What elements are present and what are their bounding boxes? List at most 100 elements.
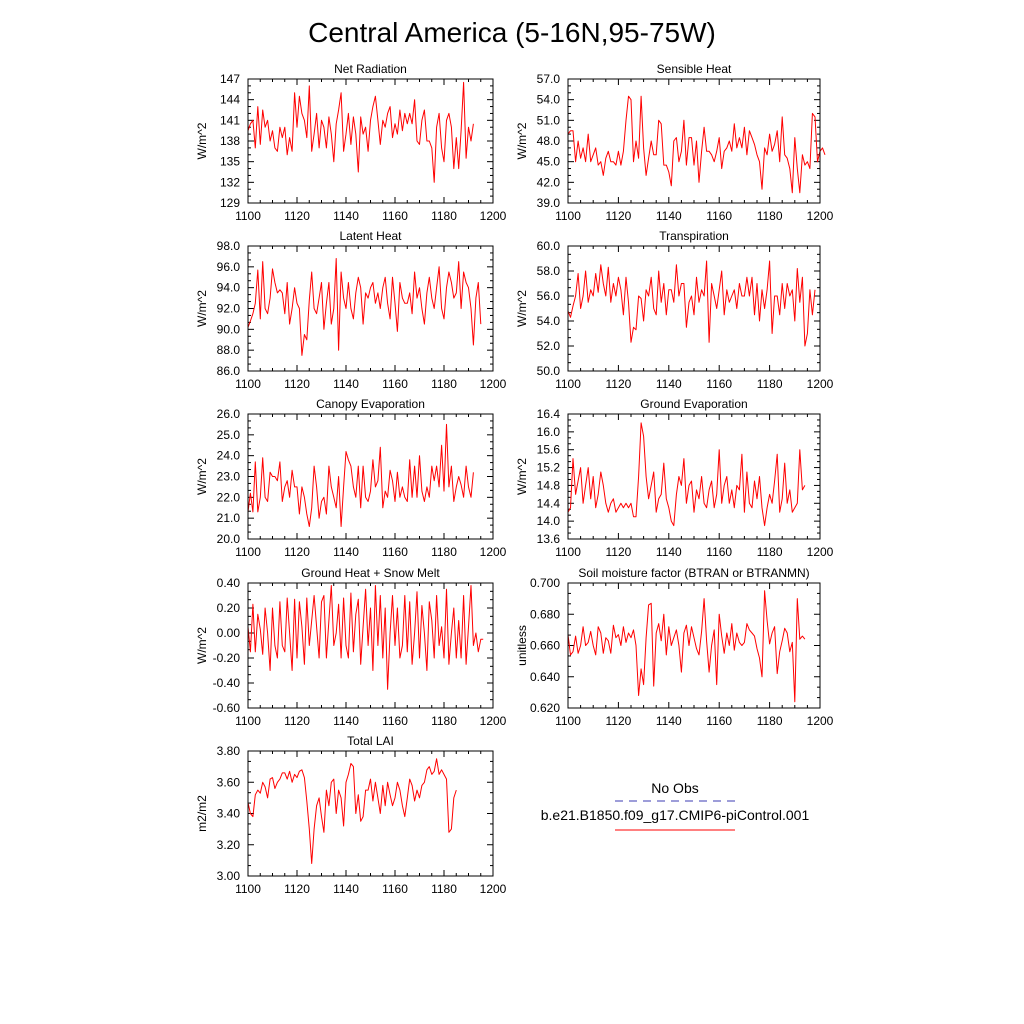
x-tick-label: 1180	[431, 882, 457, 896]
series-line-transpiration	[567, 260, 816, 347]
y-axis-label: W/m^2	[195, 458, 209, 495]
y-tick-label: 54.0	[537, 93, 561, 107]
y-tick-label: 15.2	[537, 461, 561, 475]
panel-ground-evaporation: Ground Evaporation W/m^2 1100 1120 1140 1160 1…	[515, 397, 834, 559]
y-tick-label: 16.4	[537, 407, 561, 421]
series-line-ground-heat-snow-melt	[247, 585, 484, 690]
figure-title: Central America (5-16N,95-75W)	[308, 17, 716, 48]
x-tick-label: 1200	[480, 882, 507, 896]
plot-frame	[247, 78, 494, 204]
y-axis-label: unitless	[515, 625, 529, 666]
x-tick-label: 1160	[706, 209, 732, 223]
panel-title: Net Radiation	[334, 62, 407, 76]
y-tick-label: 42.0	[537, 175, 561, 189]
y-axis-label: W/m^2	[195, 290, 209, 327]
y-tick-label: 144	[220, 93, 240, 107]
x-tick-label: 1120	[605, 377, 631, 391]
x-tick-label: 1140	[333, 377, 359, 391]
x-tick-label: 1200	[480, 714, 507, 728]
panel-title: Total LAI	[347, 734, 394, 748]
y-tick-label: 54.0	[537, 314, 561, 328]
panel-title: Ground Evaporation	[640, 397, 747, 411]
y-tick-label: 135	[220, 155, 240, 169]
x-tick-label: 1200	[807, 209, 834, 223]
x-tick-label: 1160	[382, 377, 408, 391]
x-tick-label: 1100	[235, 377, 261, 391]
x-tick-label: 1120	[284, 882, 310, 896]
plot-frame	[247, 413, 494, 540]
y-tick-label: -0.20	[213, 651, 241, 665]
x-tick-label: 1180	[757, 377, 783, 391]
y-tick-label: 3.80	[217, 744, 241, 758]
y-axis-label: W/m^2	[195, 627, 209, 664]
panel-title: Soil moisture factor (BTRAN or BTRANMN)	[578, 566, 809, 580]
x-tick-label: 1120	[605, 209, 631, 223]
x-tick-label: 1100	[555, 377, 581, 391]
x-tick-label: 1200	[807, 545, 834, 559]
y-tick-label: 0.620	[530, 701, 560, 715]
y-tick-label: 20.0	[217, 532, 241, 546]
x-tick-label: 1140	[656, 377, 682, 391]
x-tick-label: 1180	[431, 545, 457, 559]
y-axis-label: W/m^2	[515, 122, 529, 159]
x-tick-label: 1140	[333, 882, 359, 896]
y-tick-label: 3.40	[217, 807, 241, 821]
x-tick-label: 1200	[807, 714, 834, 728]
x-tick-label: 1120	[605, 545, 631, 559]
plot-frame	[567, 413, 821, 540]
plot-frame	[247, 245, 494, 372]
x-tick-label: 1120	[284, 714, 310, 728]
y-tick-label: 23.0	[217, 470, 241, 484]
plot-frame	[247, 582, 494, 709]
x-tick-label: 1200	[480, 377, 507, 391]
panel-transpiration: Transpiration W/m^2 1100 1120 1140 1160 1180 12…	[515, 229, 834, 391]
y-tick-label: 0.20	[217, 601, 241, 615]
y-axis-label: W/m^2	[515, 290, 529, 327]
y-tick-label: 25.0	[217, 428, 241, 442]
y-tick-label: 60.0	[537, 239, 561, 253]
panel-title: Sensible Heat	[657, 62, 732, 76]
y-axis-label: m2/m2	[195, 795, 209, 832]
series-line-net-radiation	[247, 81, 474, 183]
x-tick-label: 1100	[235, 882, 261, 896]
x-tick-label: 1200	[807, 377, 834, 391]
x-tick-label: 1100	[555, 714, 581, 728]
x-tick-label: 1180	[757, 714, 783, 728]
y-tick-label: 0.640	[530, 670, 560, 684]
x-tick-label: 1120	[284, 209, 310, 223]
x-tick-label: 1180	[431, 377, 457, 391]
x-tick-label: 1100	[235, 545, 261, 559]
y-tick-label: 21.0	[217, 511, 241, 525]
x-tick-label: 1160	[382, 209, 408, 223]
x-tick-label: 1140	[333, 545, 359, 559]
y-tick-label: 50.0	[537, 364, 561, 378]
series-line-sensible-heat	[567, 95, 826, 194]
y-tick-label: 39.0	[537, 196, 561, 210]
x-tick-label: 1160	[706, 377, 732, 391]
x-tick-label: 1100	[235, 714, 261, 728]
x-tick-label: 1120	[605, 714, 631, 728]
y-tick-label: 88.0	[217, 343, 241, 357]
plot-frame	[567, 78, 821, 204]
x-tick-label: 1160	[382, 882, 408, 896]
legend-label-model: b.e21.B1850.f09_g17.CMIP6-piControl.001	[541, 807, 810, 823]
y-tick-label: 3.00	[217, 869, 241, 883]
y-tick-label: 0.00	[217, 626, 241, 640]
x-tick-label: 1120	[284, 377, 310, 391]
x-tick-label: 1200	[480, 545, 507, 559]
y-tick-label: 0.700	[530, 576, 560, 590]
y-tick-label: 138	[220, 134, 240, 148]
plot-frame	[567, 582, 821, 709]
x-tick-label: 1200	[480, 209, 507, 223]
y-tick-label: 98.0	[217, 239, 241, 253]
y-tick-label: 14.0	[537, 514, 561, 528]
x-tick-label: 1180	[431, 714, 457, 728]
y-tick-label: 13.6	[537, 532, 561, 546]
x-tick-label: 1100	[555, 209, 581, 223]
y-tick-label: 0.680	[530, 607, 560, 621]
x-tick-label: 1120	[284, 545, 310, 559]
x-tick-label: 1180	[757, 209, 783, 223]
legend-label-no-obs: No Obs	[651, 780, 698, 796]
plot-frame	[567, 245, 821, 372]
y-tick-label: 26.0	[217, 407, 241, 421]
